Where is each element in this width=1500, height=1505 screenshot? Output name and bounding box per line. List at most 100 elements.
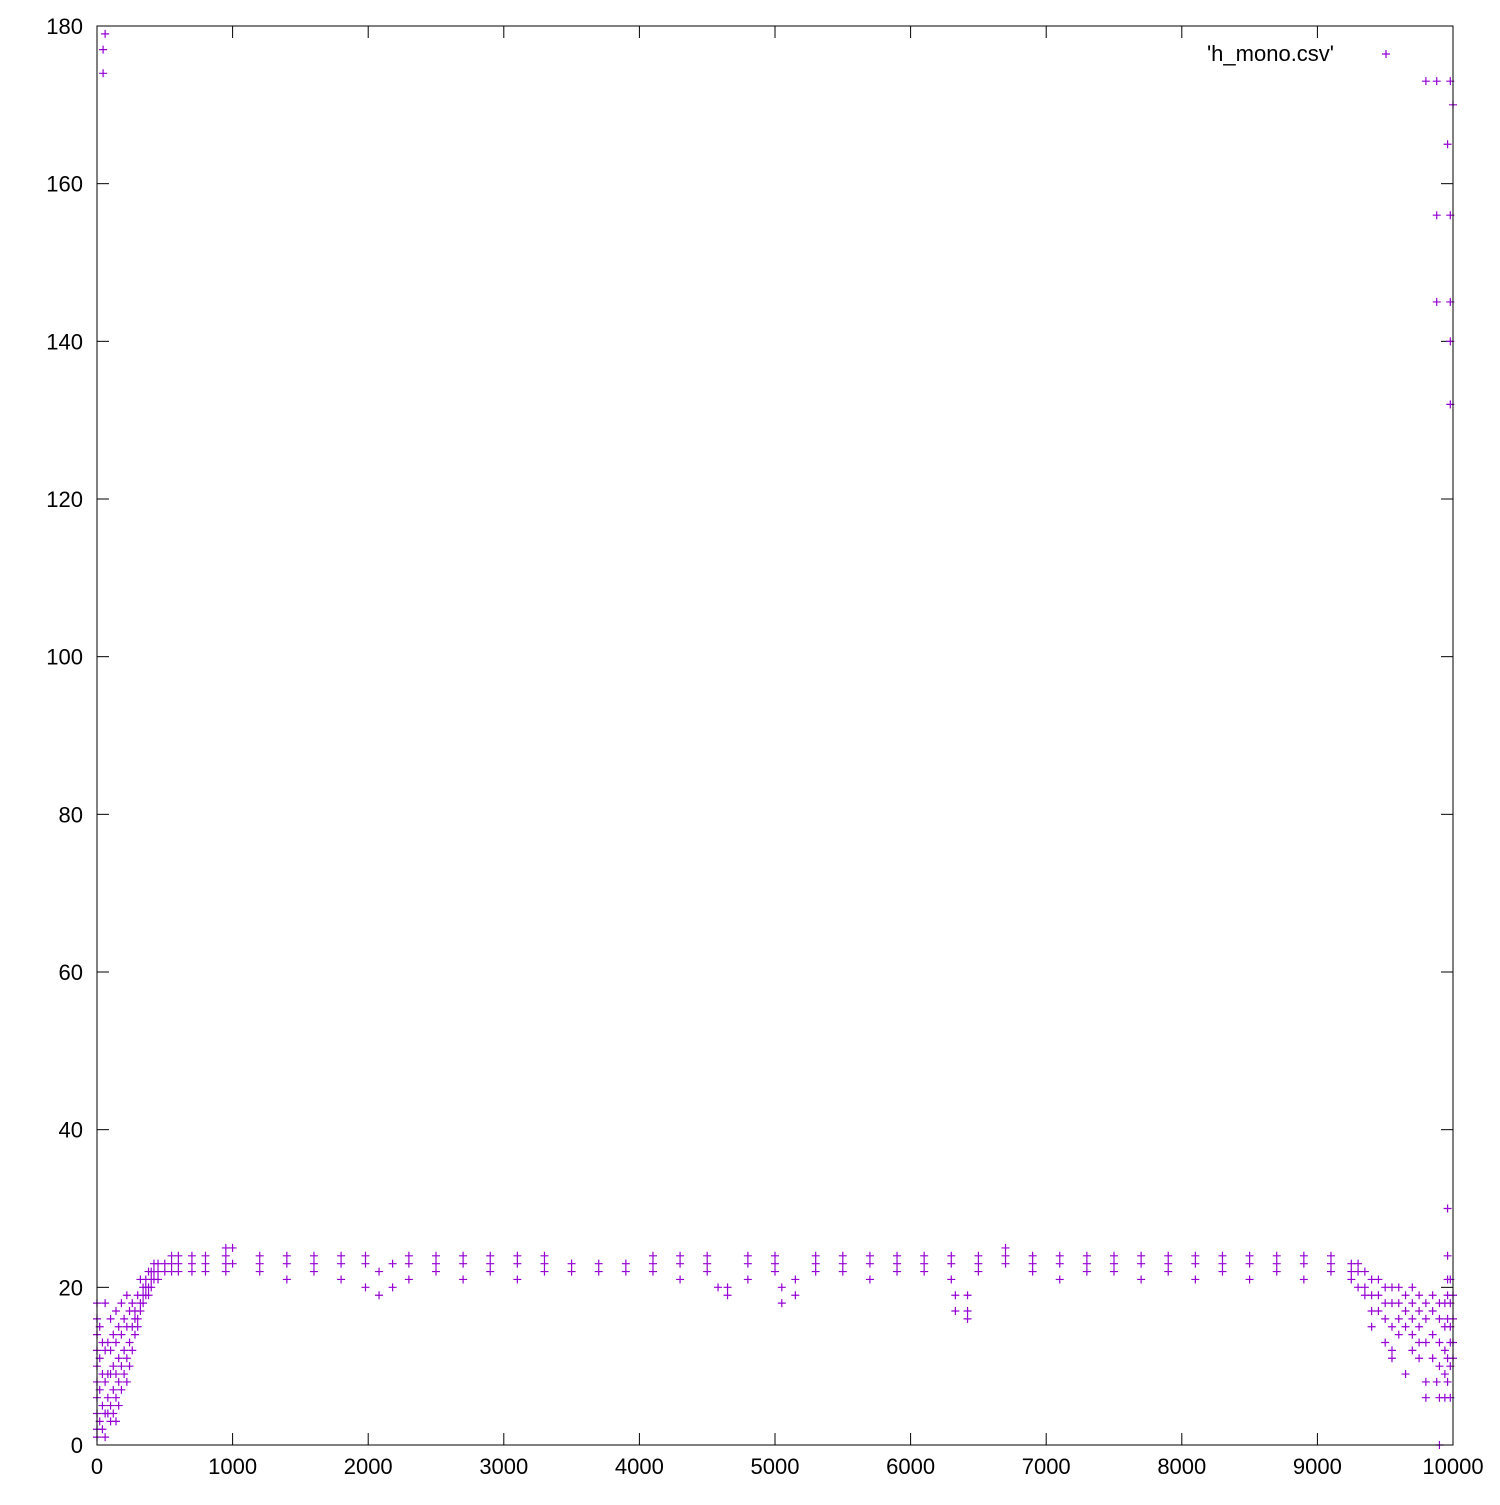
data-point <box>974 1259 983 1268</box>
data-point <box>221 1259 230 1268</box>
data-point <box>1408 1299 1417 1308</box>
data-point <box>838 1251 847 1260</box>
data-point <box>648 1259 657 1268</box>
x-tick-label: 1000 <box>208 1454 257 1479</box>
data-point <box>1381 1338 1390 1347</box>
data-point <box>337 1251 346 1260</box>
data-point <box>1401 1291 1410 1300</box>
data-point <box>1354 1267 1363 1276</box>
data-point <box>111 1393 120 1402</box>
data-point <box>201 1267 210 1276</box>
data-point <box>1191 1259 1200 1268</box>
data-point <box>388 1259 397 1268</box>
data-point <box>1245 1275 1254 1284</box>
data-point <box>1421 1377 1430 1386</box>
x-tick-label: 10000 <box>1422 1454 1483 1479</box>
data-point <box>893 1267 902 1276</box>
x-tick-label: 6000 <box>886 1454 935 1479</box>
data-point <box>1110 1259 1118 1268</box>
data-point <box>174 1267 183 1276</box>
data-point <box>567 1267 576 1276</box>
data-point <box>1408 1346 1417 1355</box>
data-point <box>1347 1259 1356 1268</box>
data-point <box>1001 1259 1010 1268</box>
data-point <box>1387 1283 1396 1292</box>
data-point <box>309 1267 318 1276</box>
data-point <box>117 1330 126 1339</box>
data-point <box>1428 1354 1437 1363</box>
data-point <box>1055 1275 1064 1284</box>
data-point <box>947 1251 956 1260</box>
data-point <box>771 1251 779 1260</box>
data-point <box>1218 1251 1227 1260</box>
data-point <box>125 1338 134 1347</box>
data-point <box>771 1267 779 1276</box>
data-point <box>963 1291 972 1300</box>
data-point <box>893 1259 902 1268</box>
data-point <box>228 1259 237 1268</box>
data-point <box>1382 50 1390 58</box>
data-point <box>459 1251 468 1260</box>
data-point <box>432 1267 440 1276</box>
data-point <box>723 1283 732 1292</box>
y-tick-label: 120 <box>46 487 83 512</box>
data-point <box>1367 1291 1376 1300</box>
data-point <box>1440 1346 1449 1355</box>
data-point <box>1299 1259 1308 1268</box>
data-point <box>1428 1330 1437 1339</box>
data-point <box>337 1275 346 1284</box>
data-point <box>375 1267 384 1276</box>
data-point <box>167 1259 176 1268</box>
data-point <box>1408 1283 1417 1292</box>
data-point <box>120 1346 129 1355</box>
data-point <box>540 1251 549 1260</box>
data-point <box>111 1417 120 1426</box>
data-point <box>1428 1291 1437 1300</box>
data-point <box>106 1314 115 1323</box>
data-point <box>865 1259 874 1268</box>
data-point <box>540 1259 549 1268</box>
data-point <box>282 1275 291 1284</box>
data-point <box>111 1370 120 1379</box>
data-point <box>1326 1259 1335 1268</box>
data-point <box>130 1330 139 1339</box>
data-point <box>1137 1251 1146 1260</box>
x-tick-label: 2000 <box>344 1454 393 1479</box>
data-point <box>128 1299 137 1308</box>
data-point <box>1367 1275 1376 1284</box>
data-point <box>174 1251 183 1260</box>
data-point <box>1028 1267 1037 1276</box>
y-tick-label: 60 <box>59 960 83 985</box>
data-point <box>648 1267 657 1276</box>
data-point <box>771 1259 779 1268</box>
data-point <box>963 1306 972 1315</box>
data-point <box>951 1306 960 1315</box>
data-point <box>1387 1354 1396 1363</box>
data-point <box>109 1409 118 1418</box>
data-point <box>1440 1370 1449 1379</box>
data-point <box>513 1259 522 1268</box>
data-point <box>125 1362 134 1371</box>
data-point <box>101 1377 110 1386</box>
data-point <box>98 1425 107 1434</box>
data-point <box>1164 1251 1173 1260</box>
data-point <box>947 1259 956 1268</box>
data-point <box>459 1259 468 1268</box>
data-point <box>201 1251 210 1260</box>
data-point <box>703 1259 712 1268</box>
data-point <box>947 1275 956 1284</box>
data-point <box>1394 1314 1403 1323</box>
data-point <box>743 1259 752 1268</box>
data-point <box>1374 1291 1383 1300</box>
y-tick-label: 100 <box>46 645 83 670</box>
data-point <box>1435 1338 1444 1347</box>
x-tick-label: 3000 <box>479 1454 528 1479</box>
data-point <box>103 1393 112 1402</box>
data-point <box>1272 1267 1281 1276</box>
data-point <box>1432 211 1441 220</box>
data-point <box>1299 1275 1308 1284</box>
data-point <box>101 1299 110 1308</box>
data-point <box>109 1330 118 1339</box>
